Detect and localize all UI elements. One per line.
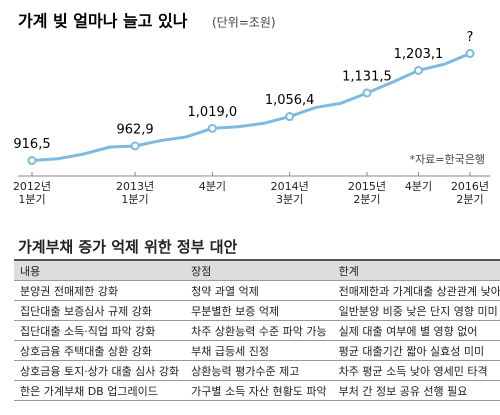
marker bbox=[285, 112, 295, 122]
marker bbox=[465, 49, 475, 59]
table-row: 상호금융 토지·상가 대출 심사 강화 상환능력 평가수준 제고 차주 평균 소득 … bbox=[14, 360, 500, 381]
table-cell: 청약 과열 억제 bbox=[185, 280, 333, 301]
value-label: 962,9 bbox=[116, 122, 153, 137]
table-cell: 가구별 소득 자산 현황도 파악 bbox=[185, 380, 333, 401]
table-cell: 차주 평균 소득 낮아 영세민 타격 bbox=[332, 360, 500, 381]
x-tick-label: 4분기 bbox=[198, 180, 226, 193]
x-tick-label: 2016년 2분기 bbox=[450, 180, 490, 206]
table-cell: 평균 대출기간 짧아 실효성 미미 bbox=[332, 340, 500, 361]
table-cell: 상환능력 평가수준 제고 bbox=[185, 360, 333, 381]
x-tick-label: 2014년 3분기 bbox=[270, 180, 309, 206]
line bbox=[31, 52, 471, 163]
marker bbox=[27, 156, 37, 166]
marker bbox=[130, 141, 140, 151]
value-label: 1,019,0 bbox=[188, 105, 238, 120]
table-cell: 집단대출 소득·직업 파악 강화 bbox=[14, 320, 186, 341]
value-label: 1,056,4 bbox=[265, 93, 315, 108]
x-tick-label: 2012년 1분기 bbox=[12, 180, 52, 206]
table-cell: 상호금융 토지·상가 대출 심사 강화 bbox=[14, 360, 186, 381]
marker bbox=[413, 65, 423, 75]
column-header: 내용 bbox=[14, 259, 186, 281]
table-cell: 부처 간 정보 공유 선행 필요 bbox=[332, 380, 500, 401]
value-label: 916,5 bbox=[13, 137, 50, 152]
chart-title: 가계 빚 얼마나 늘고 있나 bbox=[18, 12, 188, 31]
table-cell: 집단대출 보증심사 규제 강화 bbox=[14, 300, 186, 321]
table-cell: 상호금융 주택대출 상환 강화 bbox=[14, 340, 186, 361]
x-tick-label: 2015년 2분기 bbox=[347, 180, 386, 206]
value-label: ? bbox=[467, 30, 474, 45]
table-row: 집단대출 소득·직업 파악 강화 차주 상환능력 수준 파악 가능 실제 대출 여부… bbox=[14, 320, 500, 341]
table-row: 집단대출 보증심사 규제 강화 무분별한 보증 억제 일반분양 비중 낮은 단지 영… bbox=[14, 300, 500, 321]
table-cell: 무분별한 보증 억제 bbox=[185, 300, 333, 321]
x-tick-label: 2013년 1분기 bbox=[115, 180, 155, 206]
chart: 가계 빚 얼마나 늘고 있나 (단위=조원) *자료=한국은행 916,5 962… bbox=[13, 12, 490, 177]
table-cell: 한은 가계부채 DB 업그레이드 bbox=[14, 380, 186, 401]
chart-subtitle: (단위=조원) bbox=[212, 16, 276, 30]
marker bbox=[207, 123, 217, 133]
table-row: 한은 가계부채 DB 업그레이드 가구별 소득 자산 현황도 파악 부처 간 정보 … bbox=[14, 380, 500, 401]
marker bbox=[362, 88, 372, 98]
value-label: 1,203,1 bbox=[394, 47, 444, 62]
table: 내용 장점 한계 분양권 전매제한 강화 청약 과열 억제 전매제한과 가계대출 상관관계… bbox=[14, 259, 500, 401]
table-row: 상호금융 주택대출 상환 강화 부채 급등세 진정 평균 대출기간 짧아 실효성 미… bbox=[14, 340, 500, 361]
table-title: 가계부채 증가 억제 위한 정부 대안 bbox=[18, 238, 238, 256]
table-row: 분양권 전매제한 강화 청약 과열 억제 전매제한과 가계대출 상관관계 낮아 bbox=[14, 280, 500, 301]
table-cell: 전매제한과 가계대출 상관관계 낮아 bbox=[332, 280, 500, 301]
table-cell: 일반분양 비중 낮은 단지 영향 미미 bbox=[332, 300, 500, 321]
source-note: *자료=한국은행 bbox=[410, 153, 485, 166]
table-cell: 실제 대출 여부에 별 영향 없어 bbox=[332, 320, 500, 341]
column-header: 장점 bbox=[185, 259, 333, 281]
x-tick-label: 4분기 bbox=[404, 180, 433, 193]
table-cell: 차주 상환능력 수준 파악 가능 bbox=[185, 320, 333, 341]
table-cell: 부채 급등세 진정 bbox=[185, 340, 333, 361]
header-row: 내용 장점 한계 bbox=[14, 259, 500, 281]
value-label: 1,131,5 bbox=[342, 69, 392, 84]
table-cell: 분양권 전매제한 강화 bbox=[14, 280, 186, 301]
column-header: 한계 bbox=[332, 259, 500, 281]
